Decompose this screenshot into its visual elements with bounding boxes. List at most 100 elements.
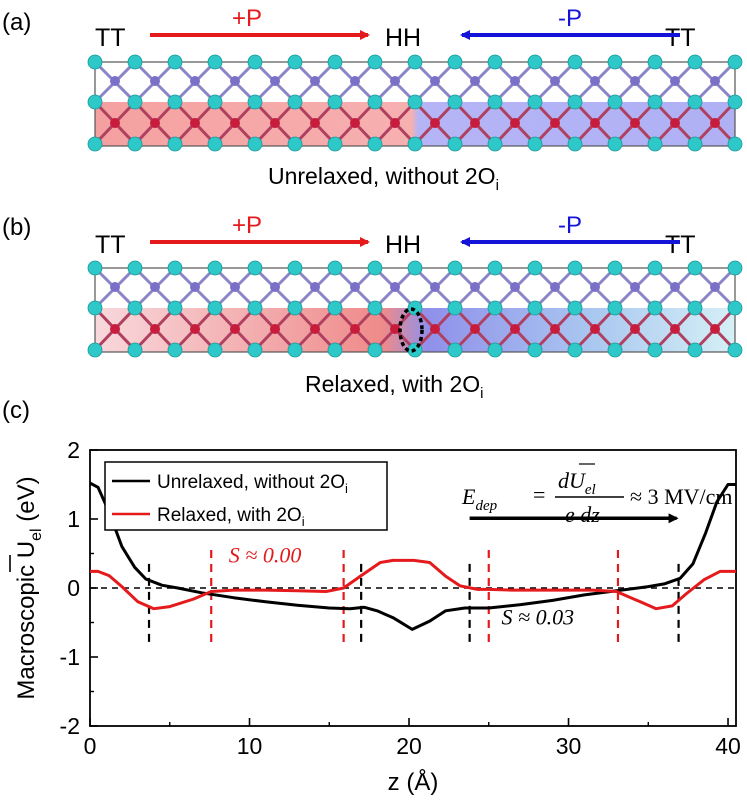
- atom-cation: [527, 300, 543, 316]
- atom-cation: [367, 342, 383, 358]
- atom-cation: [247, 94, 263, 110]
- atom-cation: [247, 342, 263, 358]
- atom-cation: [607, 136, 623, 152]
- atom-cation: [727, 94, 743, 110]
- atom-cation: [207, 342, 223, 358]
- atom-cation: [487, 260, 503, 276]
- atom-oxygen: [670, 118, 680, 128]
- atom-cation: [327, 342, 343, 358]
- atom-metal: [230, 76, 240, 86]
- atom-cation: [607, 54, 623, 70]
- atom-metal: [470, 76, 480, 86]
- atom-metal: [110, 282, 120, 292]
- atom-metal: [430, 76, 440, 86]
- reference-lines: [90, 550, 736, 647]
- panel-b-tag: (b): [2, 214, 31, 241]
- atom-metal: [270, 76, 280, 86]
- panel-b-lattice: [87, 260, 743, 358]
- atom-metal: [510, 76, 520, 86]
- panel-a-lattice: [87, 54, 743, 152]
- atom-oxygen: [110, 118, 120, 128]
- y-tick-label: -2: [60, 713, 80, 739]
- atom-cation: [367, 300, 383, 316]
- atom-metal: [550, 282, 560, 292]
- atom-oxygen: [630, 324, 640, 334]
- panel-b: (b) TT HH TT +P -P Relaxed, with 2Oi: [2, 212, 743, 402]
- atom-cation: [527, 54, 543, 70]
- atom-metal: [390, 76, 400, 86]
- atom-cation: [127, 94, 143, 110]
- x-tick-label: 30: [556, 733, 582, 759]
- atom-oxygen: [270, 324, 280, 334]
- atom-cation: [367, 54, 383, 70]
- y-axis-label: Macroscopic Uel (eV): [13, 476, 45, 699]
- atom-cation: [207, 54, 223, 70]
- panel-b-caption: Relaxed, with 2Oi: [305, 371, 483, 402]
- atom-cation: [367, 94, 383, 110]
- atom-cation: [247, 300, 263, 316]
- atom-metal: [310, 76, 320, 86]
- y-tick-label: 0: [67, 575, 80, 601]
- atom-metal: [630, 76, 640, 86]
- atom-oxygen: [150, 324, 160, 334]
- atom-cation: [207, 260, 223, 276]
- atom-cation: [727, 136, 743, 152]
- atom-cation: [127, 300, 143, 316]
- atom-cation: [607, 94, 623, 110]
- s-right-annotation: S ≈ 0.03: [502, 605, 575, 630]
- atom-metal: [590, 76, 600, 86]
- panel-a-plus-p-label: +P: [232, 5, 262, 32]
- atom-cation: [287, 342, 303, 358]
- atom-cation: [647, 94, 663, 110]
- atom-cation: [487, 300, 503, 316]
- atom-oxygen: [670, 324, 680, 334]
- atom-oxygen: [350, 118, 360, 128]
- series-layer: [89, 481, 736, 631]
- x-tick-label: 10: [237, 733, 263, 759]
- atom-metal: [150, 76, 160, 86]
- atom-oxygen: [470, 118, 480, 128]
- y-tick-label: 2: [67, 437, 80, 463]
- atom-cation: [687, 260, 703, 276]
- atom-oxygen: [510, 118, 520, 128]
- atom-oxygen: [590, 118, 600, 128]
- atom-cation: [127, 260, 143, 276]
- atom-cation: [567, 342, 583, 358]
- atom-oxygen: [390, 118, 400, 128]
- atom-cation: [87, 54, 103, 70]
- edep-rhs: ≈ 3 MV/cm: [630, 484, 733, 509]
- atom-cation: [687, 300, 703, 316]
- atom-oxygen: [430, 324, 440, 334]
- atom-cation: [607, 260, 623, 276]
- atom-cation: [687, 94, 703, 110]
- atom-cation: [447, 94, 463, 110]
- atom-cation: [127, 136, 143, 152]
- atom-cation: [167, 342, 183, 358]
- atom-cation: [687, 342, 703, 358]
- atom-cation: [247, 136, 263, 152]
- atom-cation: [487, 136, 503, 152]
- atom-metal: [510, 282, 520, 292]
- atom-cation: [687, 54, 703, 70]
- atom-cation: [327, 136, 343, 152]
- atom-cation: [727, 342, 743, 358]
- panel-b-minus-p-label: -P: [558, 212, 582, 239]
- atom-cation: [87, 342, 103, 358]
- atom-cation: [447, 260, 463, 276]
- atom-cation: [287, 94, 303, 110]
- panel-b-plus-p-label: +P: [232, 212, 262, 239]
- panel-a-center-label: HH: [385, 24, 421, 52]
- atom-oxygen: [710, 118, 720, 128]
- atom-cation: [607, 342, 623, 358]
- atom-cation: [327, 94, 343, 110]
- edep-lhs: Edep: [461, 484, 498, 514]
- atom-cation: [167, 136, 183, 152]
- atom-cation: [247, 54, 263, 70]
- atom-cation: [527, 136, 543, 152]
- atom-cation: [527, 94, 543, 110]
- atom-oxygen: [550, 118, 560, 128]
- panel-b-oxygen-interstitial-marker: [398, 307, 424, 353]
- atom-cation: [87, 260, 103, 276]
- panel-a: (a) TT HH TT +P -P Unrelaxed, without 2O…: [2, 5, 743, 194]
- atom-cation: [367, 260, 383, 276]
